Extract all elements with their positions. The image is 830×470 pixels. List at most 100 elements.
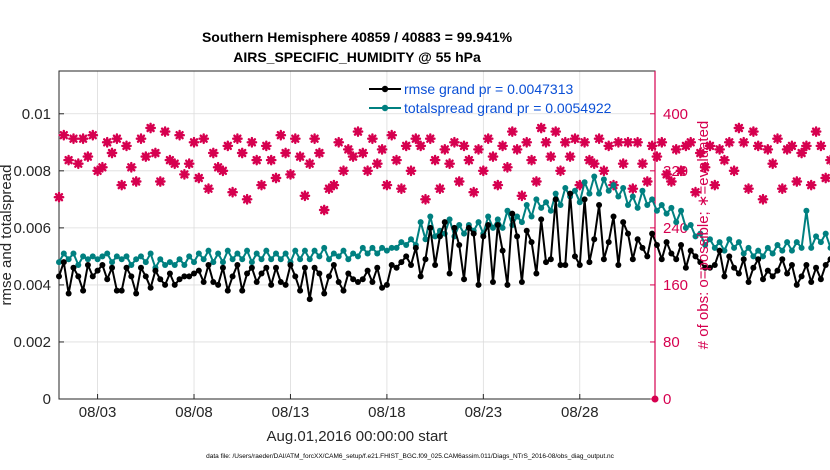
totalspread-point [678,207,685,214]
totalspread-point [75,261,82,268]
totalspread-point [769,250,776,257]
totalspread-point [147,250,154,257]
rmse-point [393,264,400,271]
obs-evaluated-point [569,133,581,145]
totalspread-point [639,187,646,194]
totalspread-point [784,239,791,246]
obs-evaluated-point [140,151,152,163]
obs-evaluated-point [709,179,721,191]
obs-evaluated-point [154,176,166,187]
totalspread-point [557,202,564,209]
rmse-point [417,273,424,280]
rmse-point [234,261,241,268]
totalspread-point [755,247,762,254]
totalspread-point [99,253,106,260]
obs-evaluated-point [579,136,590,148]
rmse-point [258,270,265,277]
totalspread-point [432,233,439,240]
obs-evaluated-point [415,140,427,152]
rmse-point [634,236,641,243]
obs-evaluated-point [63,154,74,166]
rmse-point [755,256,762,263]
totalspread-point [610,182,617,189]
obs-evaluated-point [338,165,349,177]
obs-evaluated-point [429,154,441,166]
obs-evaluated-point [564,151,576,163]
obs-evaluated-point [767,158,779,170]
totalspread-point [388,244,395,251]
rmse-point [176,276,183,283]
totalspread-point [128,261,135,268]
totalspread-point [345,256,352,263]
obs-evaluated-point [203,183,214,195]
obs-evaluated-point [559,136,571,148]
totalspread-point [702,241,709,248]
totalspread-point [282,250,289,257]
totalspread-point [292,247,299,254]
totalspread-point [629,193,636,200]
totalspread-point [234,250,241,257]
totalspread-point [321,244,328,251]
rmse-point [822,261,829,268]
obs-evaluated-point [53,191,65,203]
obs-evaluated-point [613,136,624,148]
obs-evaluated-point [801,140,812,152]
obs-evaluated-point [820,172,830,184]
totalspread-point [581,179,588,186]
rmse-point [171,281,178,288]
rmse-point [94,267,101,274]
rmse-point [224,287,231,294]
rmse-point [316,270,323,277]
totalspread-point [562,184,569,191]
obs-evaluated-point [169,158,181,170]
x-tick-label: 08/13 [272,404,310,421]
totalspread-point [383,247,390,254]
x-tick-label: 08/03 [79,404,117,421]
obs-evaluated-point [309,133,321,145]
obs-evaluated-point [381,179,393,191]
obs-evaluated-point [434,183,446,195]
obs-evaluated-point [757,193,769,205]
obs-evaluated-point [781,143,793,155]
y-tick-label: 0.008 [13,163,51,180]
totalspread-point [528,213,535,220]
obs-evaluated-point [526,154,537,166]
rmse-point [653,241,660,248]
totalspread-point [60,250,67,257]
obs-evaluated-point [603,140,615,152]
obs-evaluated-point [463,154,475,166]
rmse-point [359,276,366,283]
totalspread-point [596,190,603,197]
rmse-point [658,256,665,263]
obs-evaluated-point [453,176,465,187]
obs-evaluated-point [516,190,528,202]
totalspread-point [600,176,607,183]
obs-evaluated-point [617,158,629,170]
totalspread-point [615,193,622,200]
totalspread-point [186,253,193,260]
totalspread-point [644,202,651,209]
rmse-point [277,279,284,286]
obs-evaluated-point [439,143,451,155]
rmse-point [817,276,824,283]
rmse-point [263,264,270,271]
obs-evaluated-point [468,186,480,198]
legend-rmse-marker [381,85,389,93]
y-tick-label: 0.002 [13,334,51,351]
rmse-point [306,296,313,303]
obs-evaluated-point [198,133,210,145]
totalspread-point [576,199,583,206]
obs-evaluated-point [87,129,99,141]
rmse-point [576,261,583,268]
totalspread-point [224,247,231,254]
rmse-point [610,213,617,220]
obs-evaluated-point [92,165,103,177]
obs-evaluated-point [77,133,89,145]
obs-evaluated-point [772,133,783,145]
totalspread-point [354,253,361,260]
totalspread-point [533,196,540,203]
rmse-point [793,281,800,288]
totalspread-point [499,224,506,231]
rmse-point [716,247,723,254]
